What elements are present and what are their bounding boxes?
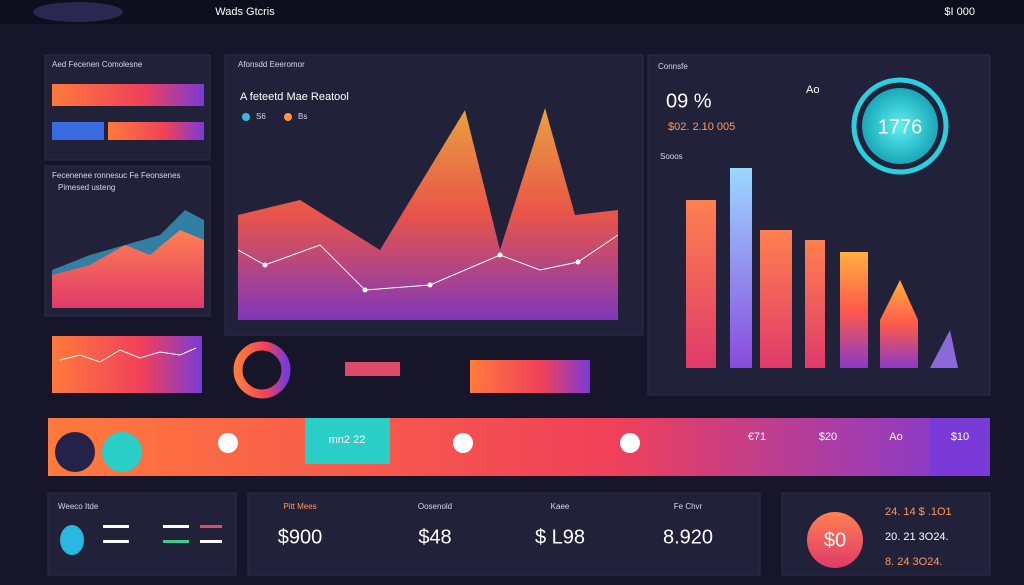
area-chart <box>238 108 618 320</box>
gauge-value: $0 <box>824 529 846 551</box>
bar <box>840 252 868 368</box>
line-item <box>163 540 189 543</box>
gauge-label: Ao <box>806 84 819 96</box>
right-section: Sooos <box>660 152 683 161</box>
legend-label: S6 <box>256 112 266 121</box>
progress-bar <box>108 122 204 140</box>
band-stat: $10 <box>951 431 969 443</box>
tag <box>345 362 400 376</box>
highlight-value: mn2 22 <box>329 434 366 446</box>
card-value: 8.920 <box>663 526 713 548</box>
icon <box>102 432 142 472</box>
left-panel-top <box>44 54 211 161</box>
dot <box>620 433 640 453</box>
line-item <box>163 525 189 528</box>
sparkline <box>59 347 197 363</box>
header-title: Wads Gtcris <box>215 6 275 18</box>
area <box>52 230 204 308</box>
card-title: Oosenold <box>418 502 452 511</box>
card-title: Kaee <box>551 502 570 511</box>
sparkline-card <box>52 336 202 393</box>
card-title: Pitt Mees <box>283 502 316 511</box>
point <box>362 287 368 293</box>
stat-line: 8. 24 3O24. <box>885 556 943 568</box>
bar <box>805 240 825 368</box>
card <box>247 492 761 576</box>
left-subtitle: Fecenenee ronnesuc Fe Feonsenes <box>52 171 181 180</box>
dot <box>453 433 473 453</box>
left-chart-title: Pimesed usteng <box>58 183 115 192</box>
bar <box>930 330 958 368</box>
icon <box>60 525 84 555</box>
legend-dot <box>284 113 292 121</box>
line-item <box>200 525 222 528</box>
dot <box>218 433 238 453</box>
card-title: Fe Chvr <box>674 502 703 511</box>
logo <box>33 2 123 22</box>
point <box>575 259 581 265</box>
bar <box>686 200 716 368</box>
gauge-ring <box>851 77 949 175</box>
gauge <box>862 88 938 164</box>
top-bar <box>0 0 1024 24</box>
point <box>427 282 433 288</box>
point <box>497 252 503 258</box>
card-value: $48 <box>418 526 451 548</box>
band <box>48 418 990 476</box>
bar <box>730 168 752 368</box>
amount: $02. 2.10 005 <box>668 121 735 133</box>
band-stat: Ao <box>889 431 902 443</box>
center-title: Afonsdd Eeeromor <box>238 60 305 69</box>
band-stat: $20 <box>819 431 837 443</box>
stat-line: 20. 21 3O24. <box>885 531 949 543</box>
header-right: $I 000 <box>944 6 975 18</box>
point <box>262 262 268 268</box>
icon <box>55 432 95 472</box>
line-item <box>103 540 129 543</box>
center-chart-title: A feteetd Mae Reatool <box>240 91 349 103</box>
highlight-card <box>305 418 390 464</box>
line-item <box>103 525 129 528</box>
band-end <box>930 418 990 476</box>
legend-dot <box>242 113 250 121</box>
card-value: $900 <box>278 526 323 548</box>
percent: 09 % <box>666 90 712 112</box>
left-title: Aed Fecenen Comolesne <box>52 60 143 69</box>
progress-bar <box>52 84 204 106</box>
card-title: Weeco Itde <box>58 502 99 511</box>
bar <box>880 280 918 368</box>
card-value: $ L98 <box>535 526 585 548</box>
donut <box>233 341 291 399</box>
line-item <box>200 540 222 543</box>
bar <box>760 230 792 368</box>
gauge <box>807 512 863 568</box>
stat-line: 24. 14 $ .1O1 <box>885 506 952 518</box>
mini-bar <box>470 360 590 393</box>
legend-label: Bs <box>298 112 307 121</box>
gauge-value: 1776 <box>878 116 923 138</box>
right-title: Connsfe <box>658 62 688 71</box>
progress-bar <box>52 122 104 140</box>
band-stat: €71 <box>748 431 766 443</box>
